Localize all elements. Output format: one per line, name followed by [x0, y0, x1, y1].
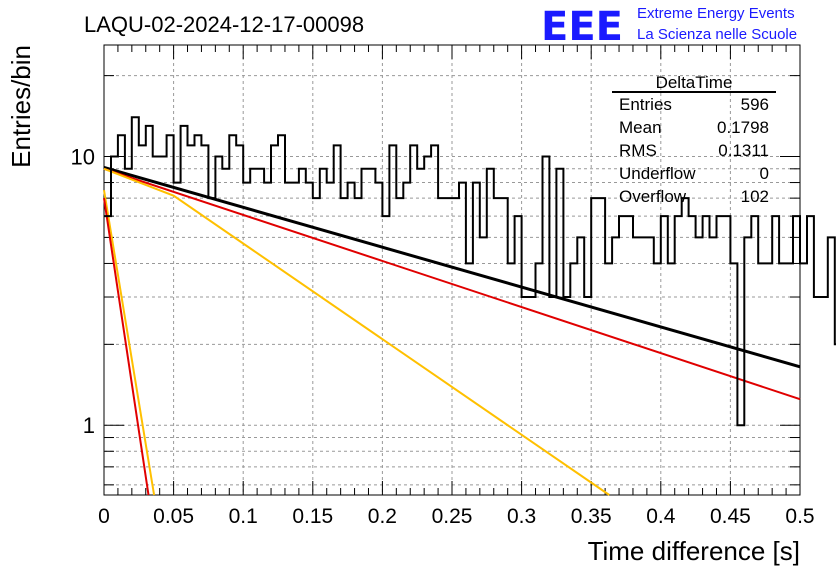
chart-title: LAQU-02-2024-12-17-00098 — [84, 12, 364, 37]
x-tick-label: 0.2 — [368, 505, 397, 528]
y-tick-label: 1 — [83, 413, 95, 438]
fit-curves — [103, 166, 801, 496]
stats-value: 102 — [741, 187, 769, 206]
y-tick-labels: 1 10 — [71, 145, 95, 439]
stats-title: DeltaTime — [656, 73, 733, 92]
x-tick-label: 0.05 — [153, 505, 194, 528]
x-tick-label: 0.45 — [710, 505, 751, 528]
stats-value: 0 — [760, 164, 769, 183]
eee-logo: EEE Extreme Energy Events La Scienza nel… — [541, 4, 797, 50]
histogram-line — [104, 116, 836, 427]
x-tick-label: 0.4 — [646, 505, 676, 528]
stats-box: DeltaTime Entries 596 Mean 0.1798 RMS 0.1311 U… — [612, 73, 776, 206]
x-tick-label: 0 — [98, 505, 110, 528]
stats-label: Overflow — [619, 187, 687, 206]
logo-mark: EEE — [541, 4, 623, 50]
x-axis-label: Time difference [s] — [588, 536, 800, 566]
fit-curve — [103, 189, 156, 496]
stats-value: 596 — [741, 95, 769, 114]
fit-curve — [103, 167, 610, 496]
fit-curve — [103, 166, 801, 369]
stats-label: Mean — [619, 118, 662, 137]
fit-curve — [103, 197, 150, 496]
stats-label: Underflow — [619, 164, 696, 183]
stats-value: 0.1798 — [717, 118, 769, 137]
y-axis-label: Entries/bin — [6, 45, 36, 168]
stats-value: 0.1311 — [718, 141, 769, 160]
y-tick-label: 10 — [71, 145, 95, 170]
stats-label: Entries — [619, 95, 672, 114]
logo-line-1: Extreme Energy Events — [637, 5, 795, 22]
grid — [104, 45, 800, 495]
x-tick-label: 0.25 — [432, 505, 473, 528]
x-tick-label: 0.3 — [507, 505, 536, 528]
x-tick-label: 0.15 — [292, 505, 333, 528]
histogram-bars — [104, 116, 836, 427]
x-tick-label: 0.5 — [785, 505, 814, 528]
logo-line-2: La Scienza nelle Scuole — [637, 26, 797, 43]
x-tick-labels: 0 0.05 0.1 0.15 0.2 0.25 0.3 0.35 0.4 0.45 0.5 — [98, 505, 814, 528]
x-tick-label: 0.1 — [229, 505, 258, 528]
x-tick-label: 0.35 — [571, 505, 612, 528]
stats-label: RMS — [619, 141, 657, 160]
fit-curve — [103, 167, 801, 401]
